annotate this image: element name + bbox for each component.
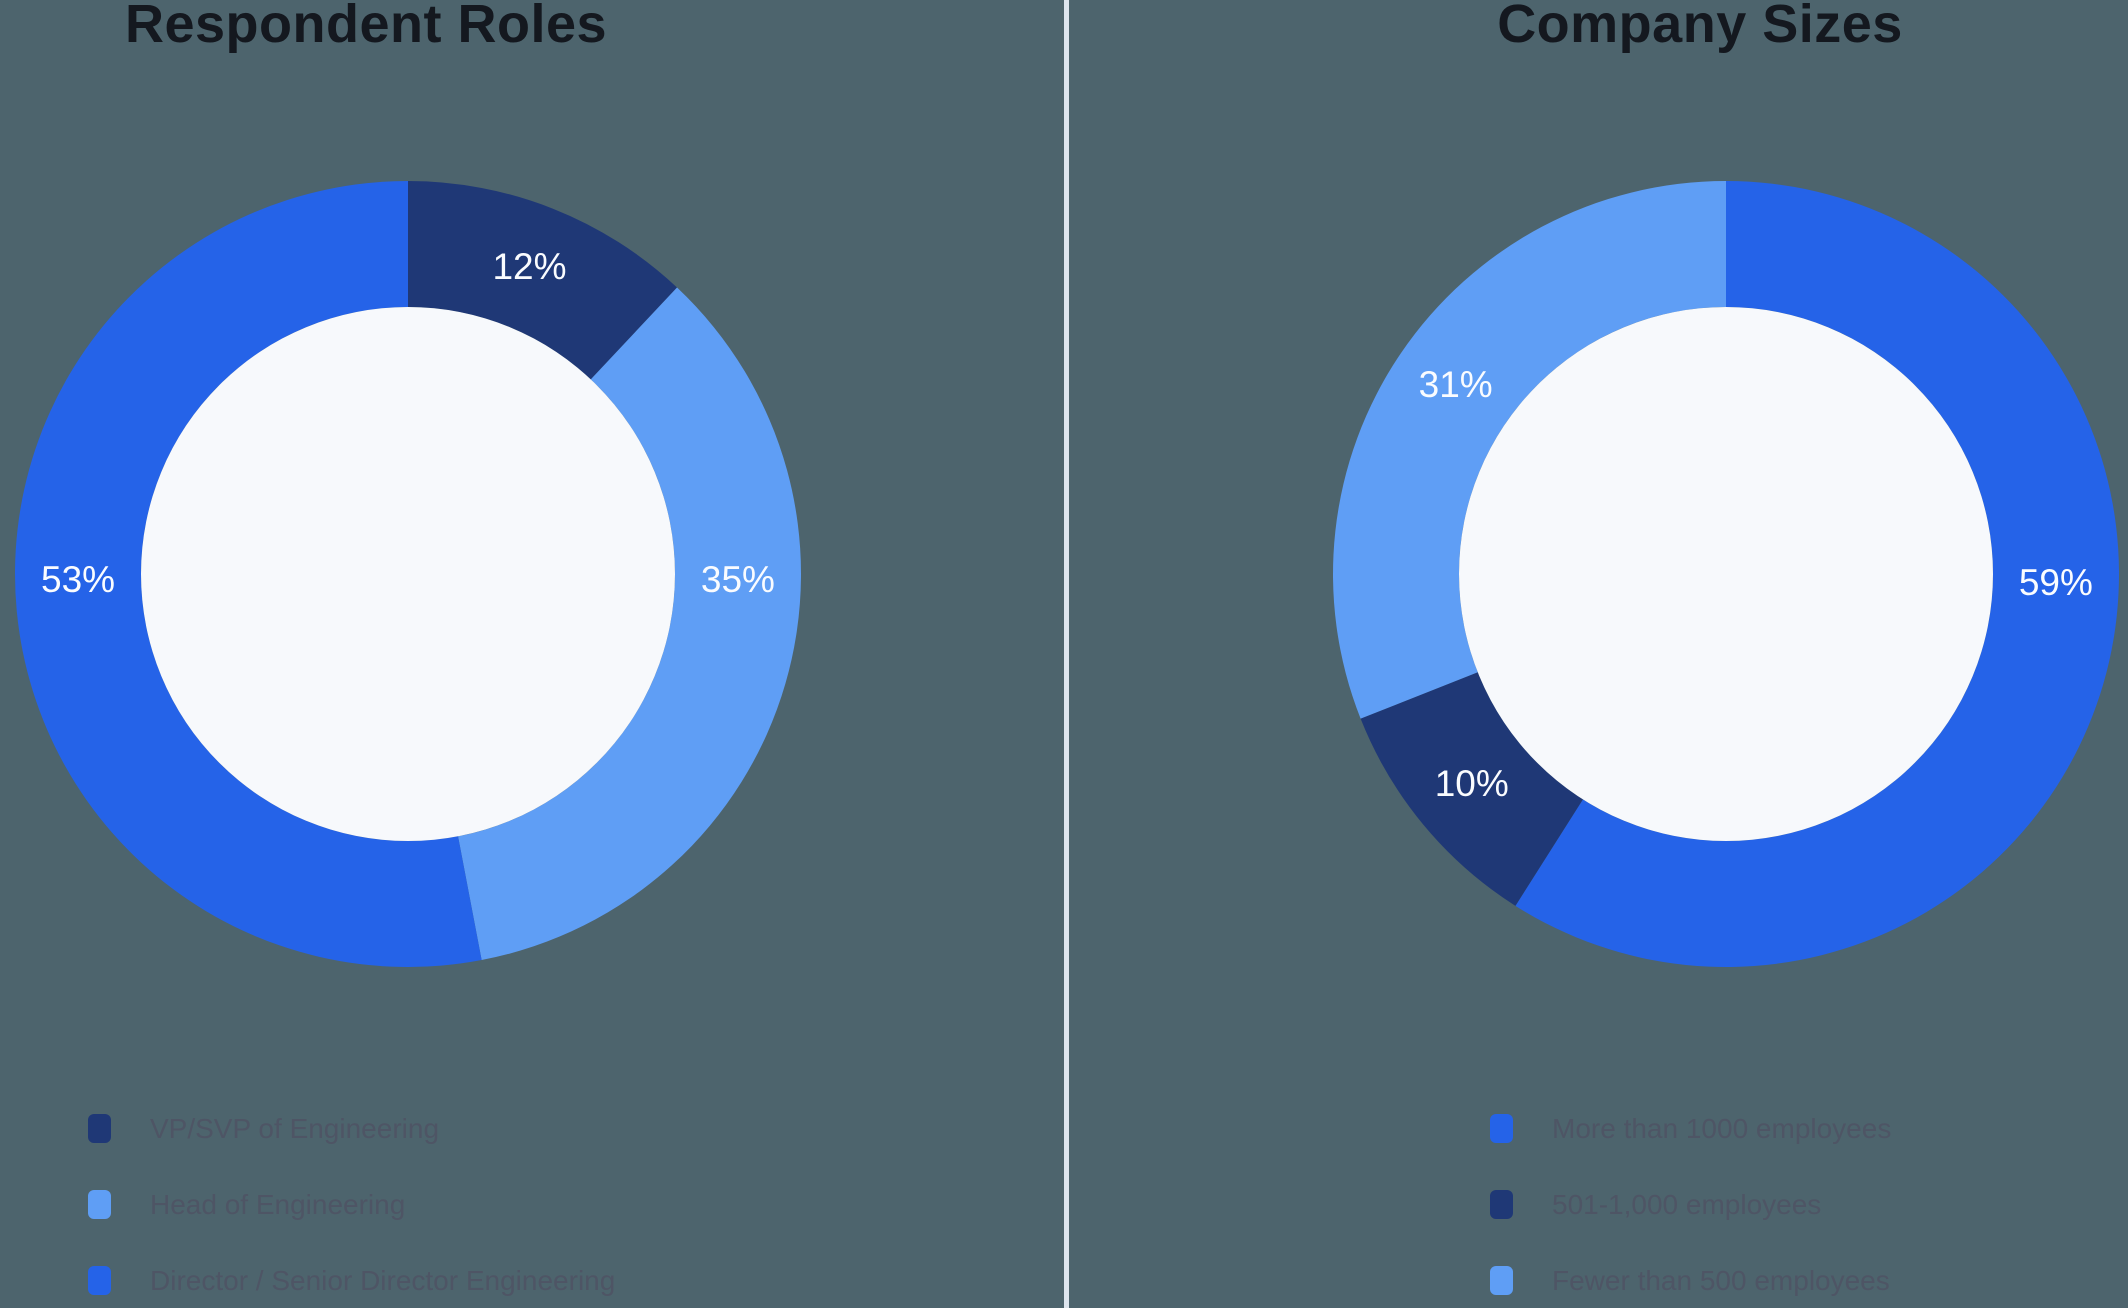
legend-item: VP/SVP of Engineering — [88, 1114, 615, 1143]
legend: More than 1000 employees 501-1,000 employ… — [1490, 1114, 1891, 1308]
legend-swatch-icon — [88, 1114, 111, 1143]
donut-slice — [458, 287, 801, 961]
legend-swatch-icon — [88, 1266, 111, 1295]
donut-slice — [1515, 181, 2119, 967]
donut-slice — [408, 181, 678, 380]
legend-item: 501-1,000 employees — [1490, 1190, 1891, 1219]
legend-swatch-icon — [88, 1190, 111, 1219]
legend-item: Fewer than 500 employees — [1490, 1266, 1891, 1295]
slice-percent-label: 31% — [1418, 363, 1493, 405]
legend-swatch-icon — [1490, 1190, 1513, 1219]
legend-swatch-icon — [1490, 1114, 1513, 1143]
legend-label: More than 1000 employees — [1552, 1113, 1892, 1144]
slice-percent-label: 53% — [41, 558, 116, 600]
legend-item: More than 1000 employees — [1490, 1114, 1891, 1143]
legend-swatch-icon — [1490, 1266, 1513, 1295]
chart-title: Respondent Roles — [124, 0, 608, 54]
donut-slice — [15, 181, 482, 967]
donut-rings — [1333, 181, 2119, 967]
slice-percent-label: 59% — [2018, 561, 2093, 603]
legend-item: Director / Senior Director Engineering — [88, 1266, 615, 1295]
donut-rings — [15, 181, 801, 967]
legend-label: Fewer than 500 employees — [1552, 1265, 1890, 1296]
donut-slice — [1360, 672, 1583, 906]
legend-label: Director / Senior Director Engineering — [150, 1265, 616, 1296]
slice-percent-label: 10% — [1434, 763, 1509, 805]
chart-title: Company Sizes — [1497, 0, 1903, 54]
legend-label: 501-1,000 employees — [1552, 1189, 1822, 1220]
donut-hole — [1459, 307, 1993, 841]
legend-item: Head of Engineering — [88, 1190, 615, 1219]
slice-percent-label: 35% — [700, 558, 775, 600]
legend-label: Head of Engineering — [150, 1189, 406, 1220]
donut-slice — [1333, 181, 1726, 719]
donut-hole — [141, 307, 675, 841]
slice-percent-label: 12% — [492, 246, 567, 288]
legend-label: VP/SVP of Engineering — [150, 1113, 440, 1144]
legend: VP/SVP of Engineering Head of Engineering… — [88, 1114, 615, 1308]
panel-divider — [1064, 0, 1069, 1308]
